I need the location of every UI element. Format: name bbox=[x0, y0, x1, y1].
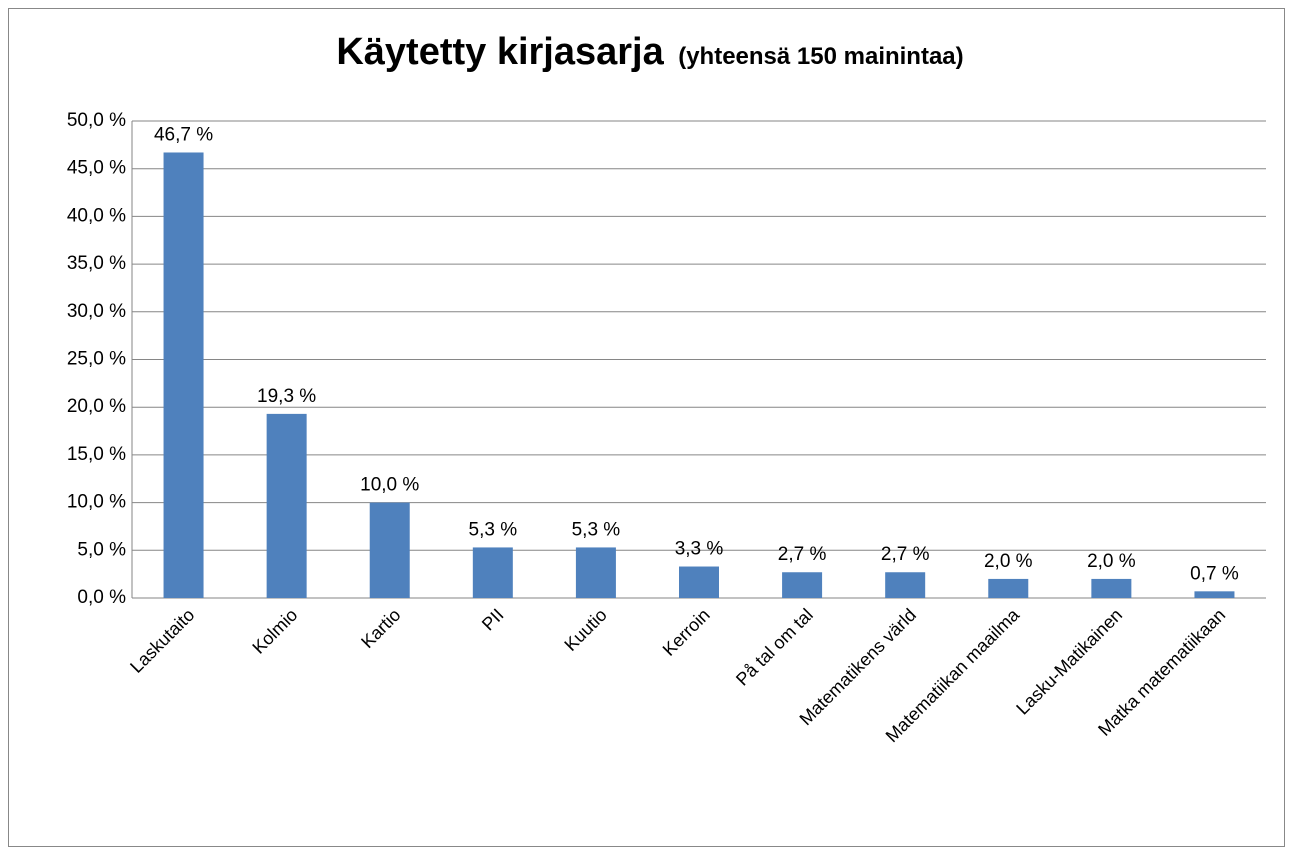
value-label: 2,0 % bbox=[1087, 551, 1136, 572]
y-tick-label: 10,0 % bbox=[67, 492, 126, 513]
y-tick-label: 25,0 % bbox=[67, 349, 126, 370]
y-tick-label: 30,0 % bbox=[67, 301, 126, 322]
value-label: 46,7 % bbox=[154, 124, 213, 145]
value-label: 2,0 % bbox=[984, 551, 1033, 572]
chart-heading: Käytetty kirjasarja (yhteensä 150 mainin… bbox=[336, 31, 963, 73]
bar bbox=[1194, 591, 1235, 598]
bar bbox=[575, 547, 616, 598]
value-label: 5,3 % bbox=[572, 519, 621, 540]
y-tick-label: 0,0 % bbox=[77, 587, 126, 608]
bar bbox=[1091, 578, 1132, 598]
value-label: 2,7 % bbox=[881, 544, 930, 565]
y-tick-label: 15,0 % bbox=[67, 444, 126, 465]
bar bbox=[266, 413, 307, 598]
chart-subtitle: (yhteensä 150 mainintaa) bbox=[678, 43, 963, 70]
y-tick-label: 20,0 % bbox=[67, 396, 126, 417]
chart-frame bbox=[8, 8, 1285, 847]
bar bbox=[369, 502, 410, 598]
bar bbox=[679, 566, 719, 598]
value-label: 2,7 % bbox=[778, 544, 827, 565]
bar bbox=[782, 572, 823, 598]
bar bbox=[885, 572, 926, 598]
value-label: 3,3 % bbox=[675, 539, 724, 560]
bar bbox=[988, 578, 1029, 598]
y-tick-label: 40,0 % bbox=[67, 205, 126, 226]
value-label: 19,3 % bbox=[257, 386, 316, 407]
y-tick-label: 35,0 % bbox=[67, 253, 126, 274]
chart-title: Käytetty kirjasarja bbox=[336, 31, 664, 73]
y-tick-label: 5,0 % bbox=[77, 539, 126, 560]
bar bbox=[472, 547, 513, 598]
value-label: 0,7 % bbox=[1190, 563, 1239, 584]
value-label: 10,0 % bbox=[360, 475, 419, 496]
bar bbox=[163, 152, 204, 598]
value-label: 5,3 % bbox=[469, 519, 518, 540]
y-tick-label: 50,0 % bbox=[67, 110, 126, 131]
y-tick-label: 45,0 % bbox=[67, 158, 126, 179]
